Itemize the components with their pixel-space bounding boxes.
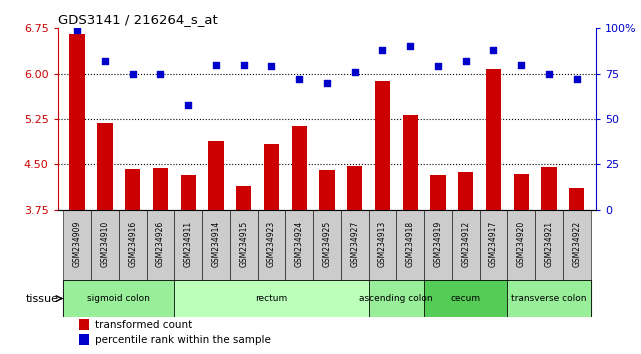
Bar <box>430 175 445 210</box>
Bar <box>174 210 202 280</box>
Text: transformed count: transformed count <box>96 320 193 330</box>
Bar <box>229 210 258 280</box>
Point <box>460 58 470 64</box>
Bar <box>458 172 473 210</box>
Bar <box>396 210 424 280</box>
Text: cecum: cecum <box>451 294 481 303</box>
Bar <box>125 169 140 210</box>
Point <box>266 64 276 69</box>
Bar <box>147 210 174 280</box>
Point <box>405 44 415 49</box>
Point <box>128 71 138 76</box>
Bar <box>424 210 452 280</box>
Text: GSM234913: GSM234913 <box>378 221 387 267</box>
Point <box>155 71 165 76</box>
Text: GSM234920: GSM234920 <box>517 221 526 267</box>
Bar <box>97 123 113 210</box>
Bar <box>63 280 174 317</box>
Point <box>572 76 582 82</box>
Text: GSM234925: GSM234925 <box>322 221 331 267</box>
Bar <box>347 166 362 210</box>
Bar <box>208 142 224 210</box>
Text: sigmoid colon: sigmoid colon <box>87 294 150 303</box>
Bar <box>119 210 147 280</box>
Bar <box>313 210 341 280</box>
Point <box>211 62 221 68</box>
Bar <box>153 168 168 210</box>
Bar <box>63 210 91 280</box>
Bar <box>507 210 535 280</box>
Bar <box>79 334 89 346</box>
Text: rectum: rectum <box>255 294 288 303</box>
Point <box>488 47 499 53</box>
Bar <box>258 210 285 280</box>
Point <box>378 47 388 53</box>
Text: transverse colon: transverse colon <box>511 294 587 303</box>
Text: GSM234916: GSM234916 <box>128 221 137 267</box>
Text: tissue: tissue <box>25 293 58 303</box>
Bar <box>569 188 585 210</box>
Point <box>183 102 194 107</box>
Bar <box>319 171 335 210</box>
Point <box>544 71 554 76</box>
Bar <box>479 210 507 280</box>
Bar <box>535 210 563 280</box>
Bar <box>452 210 479 280</box>
Bar <box>263 144 279 210</box>
Text: percentile rank within the sample: percentile rank within the sample <box>96 335 271 345</box>
Text: GSM234914: GSM234914 <box>212 221 221 267</box>
Point <box>433 64 443 69</box>
Bar <box>424 280 507 317</box>
Bar <box>507 280 590 317</box>
Text: GSM234917: GSM234917 <box>489 221 498 267</box>
Text: GSM234915: GSM234915 <box>239 221 248 267</box>
Bar <box>369 280 424 317</box>
Bar <box>292 126 307 210</box>
Point <box>294 76 304 82</box>
Text: GSM234910: GSM234910 <box>101 221 110 267</box>
Bar <box>285 210 313 280</box>
Point <box>516 62 526 68</box>
Text: GSM234919: GSM234919 <box>433 221 442 267</box>
Point <box>322 80 332 86</box>
Text: GSM234912: GSM234912 <box>461 221 470 267</box>
Point <box>72 27 82 33</box>
Text: GSM234909: GSM234909 <box>72 221 81 267</box>
Point <box>349 69 360 75</box>
Bar <box>236 185 251 210</box>
Text: GDS3141 / 216264_s_at: GDS3141 / 216264_s_at <box>58 13 217 26</box>
Bar <box>181 175 196 210</box>
Text: ascending colon: ascending colon <box>360 294 433 303</box>
Bar <box>375 81 390 210</box>
Bar <box>341 210 369 280</box>
Bar <box>403 115 418 210</box>
Text: GSM234922: GSM234922 <box>572 221 581 267</box>
Text: GSM234911: GSM234911 <box>183 221 193 267</box>
Point <box>100 58 110 64</box>
Bar <box>79 319 89 330</box>
Text: GSM234924: GSM234924 <box>295 221 304 267</box>
Point <box>238 62 249 68</box>
Bar <box>69 34 85 210</box>
Bar <box>202 210 229 280</box>
Text: GSM234926: GSM234926 <box>156 221 165 267</box>
Bar <box>486 69 501 210</box>
Bar <box>541 167 556 210</box>
Text: GSM234918: GSM234918 <box>406 221 415 267</box>
Bar <box>369 210 396 280</box>
Bar <box>91 210 119 280</box>
Bar <box>513 174 529 210</box>
Bar <box>563 210 590 280</box>
Text: GSM234923: GSM234923 <box>267 221 276 267</box>
Text: GSM234921: GSM234921 <box>544 221 553 267</box>
Text: GSM234927: GSM234927 <box>350 221 359 267</box>
Bar <box>174 280 369 317</box>
